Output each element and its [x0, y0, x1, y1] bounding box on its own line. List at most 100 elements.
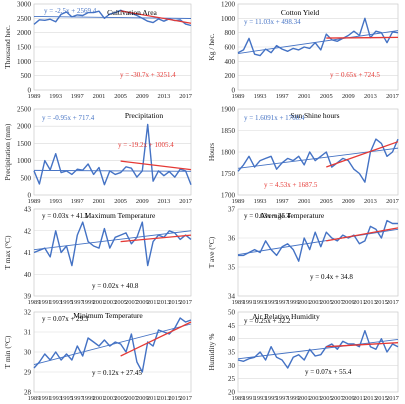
x-tick-label: 1993	[49, 299, 62, 306]
y-axis-label: T max (°C)	[3, 235, 12, 270]
y-tick-label: 1000	[17, 58, 32, 66]
x-tick-label: 2001	[93, 198, 106, 205]
x-tick-label: 2013	[158, 299, 171, 306]
chart-title: Average Temperature	[260, 211, 325, 220]
trend-line-full	[237, 339, 399, 360]
x-tick-label: 1989	[28, 395, 41, 402]
x-tick-label: 1989	[232, 299, 245, 306]
chart-title: Maximum Temperature	[85, 211, 156, 220]
trend-equation-full: y = 0.25x + 32.2	[244, 317, 291, 325]
trend-equation-recent: y = 0.07x + 55.4	[305, 368, 352, 376]
x-tick-label: 1993	[254, 299, 267, 306]
x-tick-label: 1989	[28, 299, 41, 306]
x-tick-label: 2003	[309, 395, 322, 402]
y-tick-label: 37	[228, 206, 236, 214]
trend-line-recent	[326, 342, 399, 348]
x-tick-label: 2007	[331, 299, 345, 306]
y-axis-label: Humidity %	[207, 334, 216, 371]
x-tick-label: 2017	[179, 93, 193, 100]
trend-line-recent	[120, 160, 192, 171]
y-tick-label: 1500	[17, 140, 32, 148]
y-axis-label: Hours	[207, 143, 216, 161]
x-tick-label: 1995	[60, 299, 73, 306]
x-tick-label: 2001	[298, 93, 311, 100]
x-tick-label: 1995	[265, 395, 278, 402]
y-tick-label: 34	[228, 293, 236, 301]
y-tick-label: 1000	[221, 15, 236, 23]
y-tick-label: 2000	[17, 123, 32, 131]
x-tick-label: 2015	[375, 395, 388, 402]
x-tick-label: 1993	[49, 395, 62, 402]
y-tick-label: 800	[225, 29, 236, 37]
y-tick-label: 1800	[221, 149, 236, 157]
y-tick-label: 45	[228, 322, 236, 330]
x-tick-label: 2013	[364, 198, 377, 205]
x-tick-label: 1997	[71, 198, 85, 205]
trend-equation-full: y = 0.07x + 29.3	[42, 315, 89, 323]
x-tick-label: 2003	[309, 299, 322, 306]
trend-equation-recent: y = -19.2x + 1005.4	[118, 141, 174, 149]
y-axis-label: Precipitation (mm)	[3, 123, 12, 180]
x-tick-label: 2001	[298, 299, 311, 306]
trend-equation-full: y = -0.95x + 717.4	[42, 114, 95, 122]
plot-area	[33, 108, 192, 196]
x-tick-label: 1991	[243, 299, 256, 306]
x-tick-label: 2005	[320, 198, 333, 205]
chart-title: Minimum Temperature	[73, 311, 143, 320]
y-tick-label: 1000	[17, 157, 32, 165]
y-tick-label: 400	[225, 58, 236, 66]
x-tick-label: 2011	[353, 395, 366, 402]
x-tick-label: 2017	[386, 395, 400, 402]
y-tick-label: 39	[24, 293, 32, 301]
trend-line-recent	[326, 141, 399, 168]
x-tick-label: 2001	[93, 93, 106, 100]
x-tick-label: 2005	[114, 198, 127, 205]
x-tick-label: 2005	[320, 93, 333, 100]
x-tick-label: 2007	[125, 299, 139, 306]
trend-equation-recent: y = -30.7x + 3251.4	[120, 71, 176, 79]
chart-panel-7: 2829303132198919911993199519971999200120…	[3, 309, 193, 403]
x-tick-label: 2011	[147, 299, 160, 306]
trend-equation-full: y = 11.03x + 498.34	[244, 18, 301, 26]
series-line	[237, 17, 399, 57]
x-tick-label: 1997	[71, 93, 85, 100]
x-tick-label: 2015	[168, 395, 181, 402]
trend-equation-full: y = 0.03x + 41.1	[42, 212, 89, 220]
y-tick-label: 500	[21, 72, 32, 80]
x-tick-label: 2001	[93, 395, 106, 402]
y-tick-label: 40	[228, 335, 236, 343]
x-tick-label: 1997	[276, 299, 290, 306]
x-tick-label: 2017	[386, 299, 400, 306]
x-tick-label: 2017	[386, 198, 400, 205]
x-tick-label: 2011	[353, 299, 366, 306]
trend-equation-recent: y = 0.12x + 27.45	[92, 369, 142, 377]
y-tick-label: 0	[28, 192, 32, 200]
y-tick-label: 29	[24, 369, 32, 377]
x-tick-label: 2001	[93, 299, 106, 306]
y-tick-label: 2500	[17, 106, 32, 114]
x-tick-label: 2001	[298, 198, 311, 205]
trend-line-recent	[326, 36, 399, 39]
chart-title: Cotton Yield	[281, 8, 320, 17]
y-tick-label: 1700	[221, 192, 236, 200]
chart-panel-2: 0 200 400 600 800 1000 1200 1989 1993 1997 2001 200…	[207, 1, 400, 101]
y-tick-label: 1850	[221, 127, 236, 135]
x-tick-label: 2007	[331, 395, 345, 402]
trend-equation-recent: y = 4.53x + 1687.5	[264, 181, 318, 189]
trend-equation-full: y = 1.6091x + 1760.4	[244, 114, 305, 122]
y-tick-label: 32	[24, 309, 32, 317]
plot-area	[237, 208, 399, 297]
trend-line-recent	[120, 234, 192, 243]
x-tick-label: 2011	[147, 395, 160, 402]
series-line	[237, 330, 399, 369]
x-tick-label: 2017	[179, 395, 193, 402]
y-tick-label: 25	[228, 375, 236, 383]
x-tick-label: 2009	[136, 299, 149, 306]
y-tick-label: 500	[21, 174, 32, 182]
trend-line-full	[237, 30, 399, 54]
x-tick-label: 2009	[342, 93, 355, 100]
x-tick-label: 2009	[342, 198, 355, 205]
x-tick-label: 1997	[276, 395, 290, 402]
chart-panel-8: 2025303540455019891991199319951997199920…	[207, 309, 400, 403]
